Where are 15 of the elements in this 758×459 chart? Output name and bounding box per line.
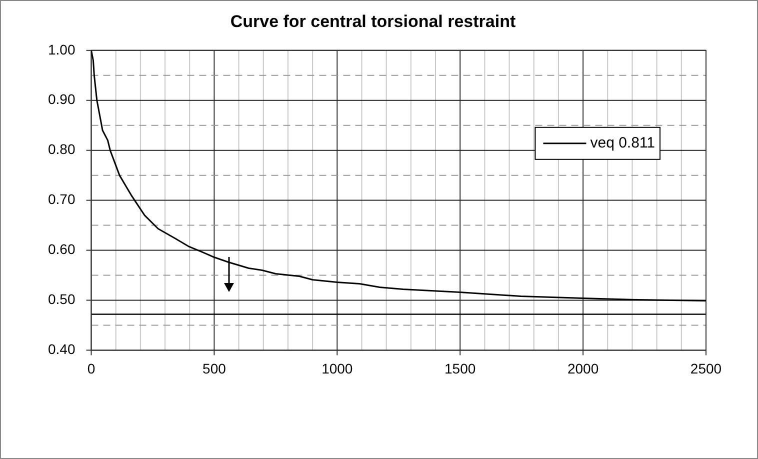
x-tick-label: 0 — [87, 360, 96, 376]
legend-label: veq 0.811 — [590, 134, 656, 152]
y-tick-label: 0.50 — [48, 291, 76, 308]
x-tick-label: 1500 — [444, 360, 476, 376]
x-tick-label: 2000 — [567, 360, 599, 376]
x-tick-label: 1000 — [322, 360, 353, 376]
y-tick-label: 1.00 — [48, 41, 76, 58]
y-tick-label: 0.70 — [48, 191, 76, 208]
y-tick-label: 0.40 — [48, 341, 76, 358]
y-tick-label: 0.60 — [48, 241, 76, 258]
y-tick-label: 0.80 — [48, 141, 76, 158]
x-tick-label: 500 — [202, 360, 226, 376]
y-tick-label: 0.90 — [48, 91, 76, 108]
chart-title: Curve for central torsional restraint — [230, 12, 516, 31]
x-tick-label: 2500 — [690, 360, 722, 376]
